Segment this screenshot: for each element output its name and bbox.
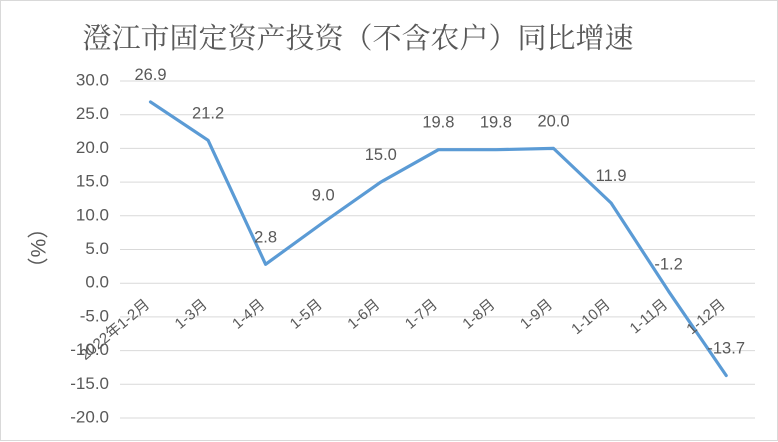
svg-text:-5.0: -5.0 xyxy=(80,306,109,325)
svg-text:-13.7: -13.7 xyxy=(707,340,745,358)
svg-text:1-4月: 1-4月 xyxy=(229,296,268,333)
svg-text:21.2: 21.2 xyxy=(192,104,224,122)
svg-text:20.0: 20.0 xyxy=(537,112,569,130)
svg-text:-20.0: -20.0 xyxy=(70,408,109,427)
svg-text:15.0: 15.0 xyxy=(76,172,109,191)
svg-text:1-6月: 1-6月 xyxy=(344,296,383,333)
svg-text:19.8: 19.8 xyxy=(480,114,512,132)
svg-text:2.8: 2.8 xyxy=(254,228,277,246)
svg-text:20.0: 20.0 xyxy=(76,138,109,157)
svg-text:30.0: 30.0 xyxy=(76,71,109,90)
svg-text:1-8月: 1-8月 xyxy=(459,296,498,333)
svg-text:1-3月: 1-3月 xyxy=(172,296,211,333)
svg-text:-1.2: -1.2 xyxy=(654,255,682,273)
svg-text:5.0: 5.0 xyxy=(85,239,109,258)
svg-text:-15.0: -15.0 xyxy=(70,374,109,393)
svg-text:25.0: 25.0 xyxy=(76,104,109,123)
svg-text:19.8: 19.8 xyxy=(422,114,454,132)
svg-text:1-7月: 1-7月 xyxy=(402,296,441,333)
svg-text:0.0: 0.0 xyxy=(85,273,109,292)
svg-text:15.0: 15.0 xyxy=(365,146,397,164)
svg-text:11.9: 11.9 xyxy=(596,167,627,185)
svg-text:26.9: 26.9 xyxy=(134,66,166,84)
svg-text:1-5月: 1-5月 xyxy=(287,296,326,333)
svg-text:10.0: 10.0 xyxy=(76,205,109,224)
svg-text:（%）: （%） xyxy=(28,218,51,279)
svg-text:9.0: 9.0 xyxy=(312,187,335,205)
svg-text:1-9月: 1-9月 xyxy=(517,296,556,333)
